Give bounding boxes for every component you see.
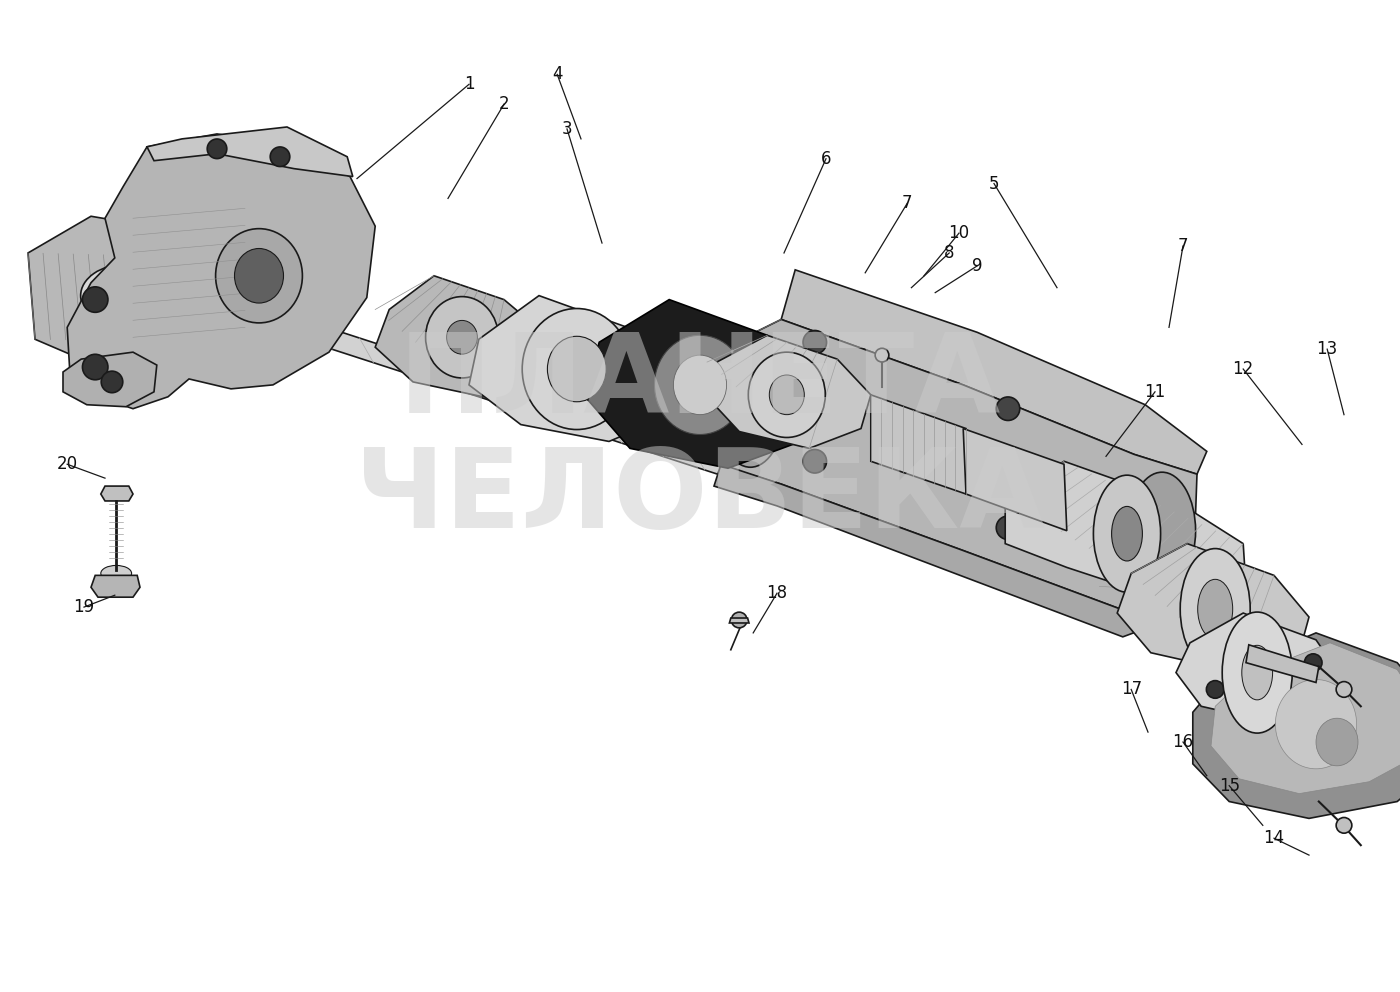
Polygon shape: [1246, 645, 1319, 682]
Polygon shape: [469, 296, 683, 441]
Polygon shape: [1176, 613, 1341, 722]
Polygon shape: [1193, 633, 1400, 818]
Ellipse shape: [101, 565, 132, 581]
Text: 3: 3: [561, 120, 573, 138]
Circle shape: [997, 516, 1019, 540]
Polygon shape: [781, 270, 1207, 474]
Text: 12: 12: [1232, 360, 1254, 378]
Polygon shape: [714, 464, 1193, 637]
Text: 6: 6: [820, 150, 832, 168]
Ellipse shape: [1275, 680, 1357, 769]
Ellipse shape: [235, 249, 283, 304]
Circle shape: [804, 330, 826, 354]
Text: 7: 7: [1177, 237, 1189, 255]
Ellipse shape: [717, 350, 784, 467]
Ellipse shape: [1093, 475, 1161, 592]
Polygon shape: [707, 335, 871, 448]
Polygon shape: [101, 486, 133, 501]
Ellipse shape: [447, 320, 477, 354]
Polygon shape: [871, 395, 966, 494]
Ellipse shape: [655, 335, 745, 434]
Circle shape: [804, 449, 826, 473]
Circle shape: [731, 612, 748, 628]
Circle shape: [1245, 631, 1261, 649]
Polygon shape: [963, 429, 1067, 531]
Circle shape: [1305, 654, 1322, 672]
Text: 13: 13: [1316, 340, 1338, 358]
Text: 19: 19: [73, 598, 95, 616]
Polygon shape: [28, 216, 235, 372]
Circle shape: [875, 348, 889, 362]
Text: 17: 17: [1120, 681, 1142, 698]
Circle shape: [101, 371, 123, 393]
Ellipse shape: [770, 375, 804, 415]
Circle shape: [1207, 681, 1224, 698]
Text: 2: 2: [498, 95, 510, 113]
Polygon shape: [729, 618, 749, 623]
Text: 5: 5: [988, 175, 1000, 192]
Circle shape: [270, 147, 290, 167]
Polygon shape: [1117, 544, 1309, 673]
Ellipse shape: [673, 355, 727, 415]
Text: 1: 1: [463, 75, 475, 93]
Text: 18: 18: [766, 584, 788, 602]
Ellipse shape: [1222, 612, 1292, 733]
Polygon shape: [67, 134, 375, 409]
Circle shape: [1336, 817, 1352, 833]
Circle shape: [1336, 682, 1352, 697]
Text: 16: 16: [1172, 733, 1194, 751]
Text: 8: 8: [944, 244, 955, 262]
Text: 15: 15: [1218, 777, 1240, 795]
Ellipse shape: [426, 297, 498, 378]
Ellipse shape: [98, 277, 154, 314]
Polygon shape: [147, 127, 353, 177]
Ellipse shape: [216, 228, 302, 323]
Circle shape: [1266, 700, 1282, 718]
Circle shape: [83, 354, 108, 380]
Polygon shape: [235, 298, 1036, 577]
Ellipse shape: [749, 352, 826, 437]
Circle shape: [997, 397, 1019, 421]
Ellipse shape: [1198, 579, 1233, 639]
Polygon shape: [91, 575, 140, 597]
Ellipse shape: [1112, 507, 1142, 561]
Ellipse shape: [81, 264, 171, 327]
Polygon shape: [585, 300, 815, 468]
Text: 10: 10: [948, 224, 970, 242]
Text: 14: 14: [1263, 829, 1285, 847]
Ellipse shape: [1242, 646, 1273, 700]
Text: ПЛАНЕТА
ЧЕЛОВЕКА: ПЛАНЕТА ЧЕЛОВЕКА: [354, 328, 1046, 552]
Polygon shape: [1005, 461, 1246, 607]
Text: 4: 4: [552, 65, 563, 83]
Ellipse shape: [522, 309, 631, 430]
Text: 20: 20: [56, 455, 78, 473]
Circle shape: [207, 139, 227, 159]
Circle shape: [83, 287, 108, 312]
Polygon shape: [717, 319, 1197, 613]
Ellipse shape: [1316, 718, 1358, 766]
Polygon shape: [375, 276, 549, 397]
Ellipse shape: [1180, 549, 1250, 670]
Text: 7: 7: [902, 194, 913, 212]
Ellipse shape: [547, 336, 606, 402]
Polygon shape: [1211, 643, 1400, 794]
Text: 11: 11: [1144, 383, 1166, 401]
Text: 9: 9: [972, 257, 983, 275]
Polygon shape: [63, 352, 157, 407]
Ellipse shape: [1128, 472, 1196, 589]
